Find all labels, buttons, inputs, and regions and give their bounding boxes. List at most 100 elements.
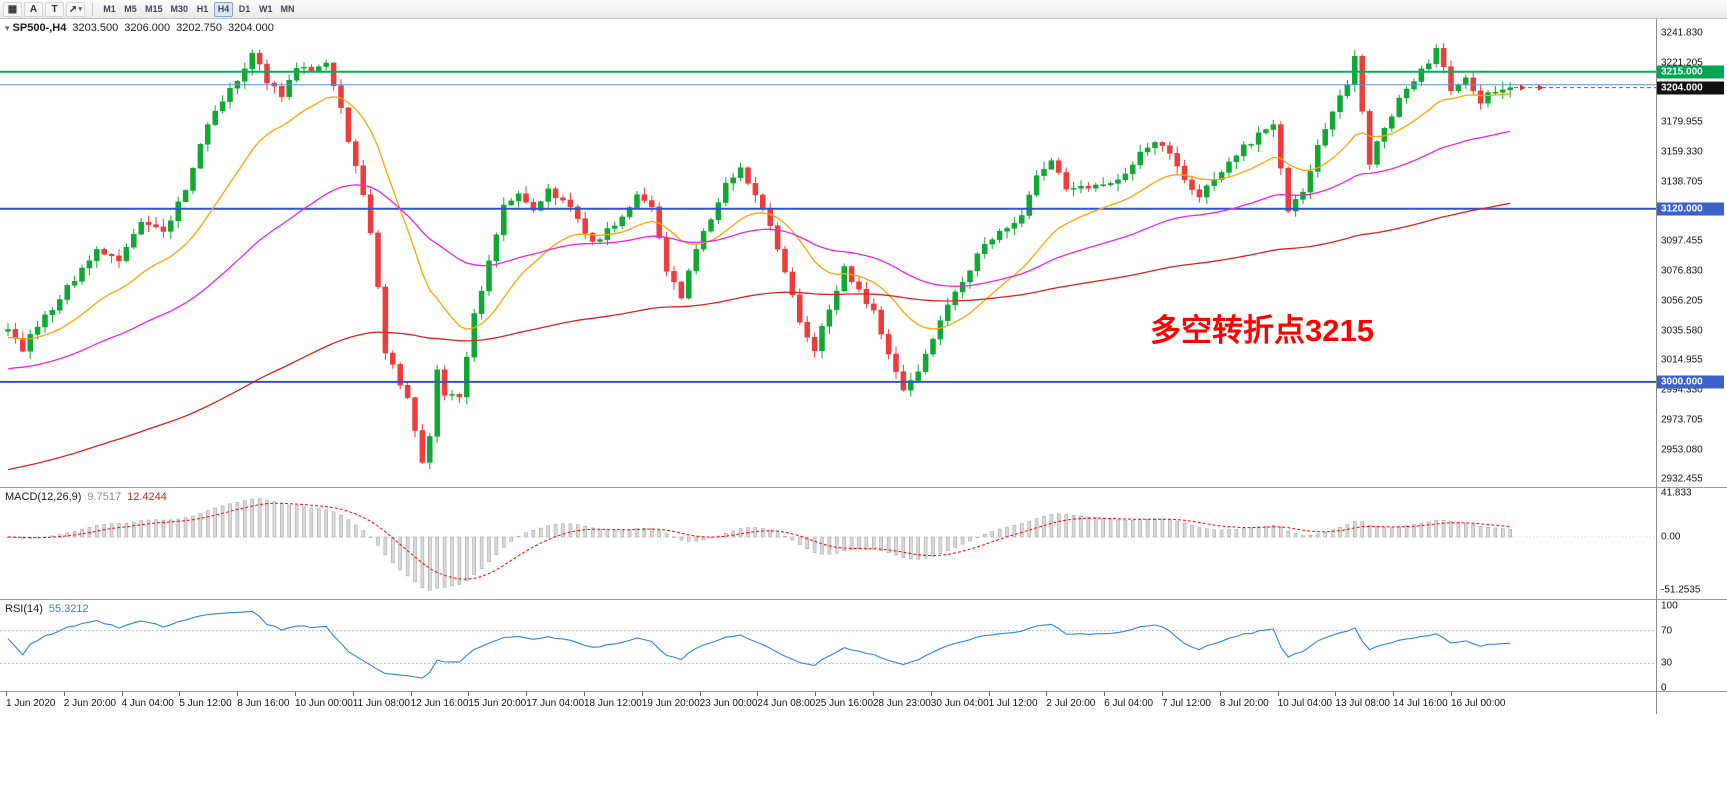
price-tag-3120.000: 3120.000 <box>1657 202 1724 216</box>
time-axis-tick <box>1046 692 1048 696</box>
time-axis-label: 8 Jun 16:00 <box>237 698 290 709</box>
macd-axis-label: 0.00 <box>1661 531 1681 543</box>
time-axis-tick <box>641 692 643 696</box>
price-axis-label: 3241.830 <box>1661 27 1703 39</box>
dropdown-caret-icon: ▾ <box>78 6 82 13</box>
ma-fast-line <box>8 93 1511 340</box>
price-axis-label: 3179.955 <box>1661 116 1703 128</box>
time-axis-divider <box>0 691 1727 692</box>
ohlc-low: 3202.750 <box>176 22 223 34</box>
price-axis-label: 3221.205 <box>1661 57 1703 69</box>
macd-panel-divider[interactable] <box>0 487 1727 488</box>
time-axis-tick <box>237 692 239 696</box>
chart-annotation-text[interactable]: 多空转折点3215 <box>1150 313 1374 348</box>
time-axis-tick <box>468 692 470 696</box>
chart-area: ▾ SP500-,H4 3203.500 3206.000 3202.750 3204.0… <box>0 19 1727 787</box>
time-axis-tick <box>699 692 701 696</box>
rsi-axis-label: 100 <box>1661 600 1678 612</box>
ohlc-open: 3203.500 <box>72 22 119 34</box>
time-axis-tick <box>1277 692 1279 696</box>
time-axis-label: 1 Jun 2020 <box>6 698 56 709</box>
time-axis-label: 17 Jun 04:00 <box>526 698 585 709</box>
rsi-value: 55.3212 <box>48 603 89 615</box>
time-axis-label: 10 Jun 00:00 <box>295 698 353 709</box>
macd-main-value: 9.7517 <box>87 491 122 503</box>
time-axis-label: 5 Jun 12:00 <box>179 698 232 709</box>
price-axis-label: 3056.205 <box>1661 295 1703 307</box>
time-axis[interactable]: 1 Jun 2020 2 Jun 20:00 4 Jun 04:00 5 Jun 12… <box>0 692 1656 714</box>
time-axis-tick <box>6 692 7 696</box>
time-axis-label: 10 Jul 04:00 <box>1277 698 1333 709</box>
timeframe-m1-button[interactable]: M1 <box>103 4 116 14</box>
price-arrow-icon <box>1520 84 1526 91</box>
time-axis-tick <box>1219 692 1221 696</box>
top-toolbar: ▦ A T ➚ ▾ M1 M5 M15 M30 H1 H4 D1 W1 MN <box>0 0 1727 19</box>
timeframe-d1-button[interactable]: D1 <box>238 4 251 14</box>
time-axis-tick <box>815 692 817 696</box>
candles <box>5 43 1513 470</box>
macd-indicator-canvas[interactable] <box>0 488 1657 600</box>
time-axis-label: 14 Jul 16:00 <box>1393 698 1448 709</box>
time-axis-tick <box>526 692 528 696</box>
time-axis-label: 1 Jul 12:00 <box>988 698 1038 709</box>
time-axis-label: 16 Jul 00:00 <box>1451 698 1506 709</box>
macd-signal-value: 12.4244 <box>127 491 167 503</box>
price-axis-label: 3097.455 <box>1661 235 1703 247</box>
time-axis-tick <box>121 692 123 696</box>
time-axis-tick <box>757 692 759 696</box>
time-axis-tick <box>352 692 354 696</box>
time-axis-label: 28 Jun 23:00 <box>873 698 931 709</box>
timeframe-m30-button[interactable]: M30 <box>170 4 189 14</box>
timeframe-h1-button[interactable]: H1 <box>196 4 209 14</box>
price-axis-label: 3035.580 <box>1661 325 1703 337</box>
time-axis-tick <box>873 692 874 696</box>
rsi-name: RSI(14) <box>5 603 43 615</box>
price-axis-label: 3138.705 <box>1661 176 1703 188</box>
price-axis-label: 3014.955 <box>1661 354 1703 366</box>
rsi-indicator-canvas[interactable] <box>0 600 1657 692</box>
time-axis-tick <box>410 692 412 696</box>
time-axis-label: 12 Jun 16:00 <box>410 698 469 709</box>
price-axis-label: 2973.705 <box>1661 414 1703 426</box>
chart-objects-button[interactable]: ▦ <box>3 1 22 17</box>
time-axis-label: 30 Jun 04:00 <box>930 698 989 709</box>
toolbar-separator <box>92 2 93 16</box>
price-arrow-icon <box>1538 84 1544 91</box>
time-axis-label: 6 Jul 04:00 <box>1104 698 1154 709</box>
insert-label-button[interactable]: T <box>45 1 64 17</box>
time-axis-label: 15 Jun 20:00 <box>468 698 527 709</box>
time-axis-tick <box>179 692 181 696</box>
time-axis-label: 23 Jun 00:00 <box>699 698 758 709</box>
time-axis-label: 24 Jun 08:00 <box>757 698 816 709</box>
insert-text-button[interactable]: A <box>24 1 43 17</box>
rsi-panel-divider[interactable] <box>0 599 1727 600</box>
time-axis-label: 8 Jul 20:00 <box>1219 698 1269 709</box>
macd-histogram <box>6 498 1512 591</box>
chart-symbol-header: ▾ SP500-,H4 3203.500 3206.000 3202.750 3204.0… <box>5 22 274 34</box>
timeframe-w1-button[interactable]: W1 <box>259 4 273 14</box>
ma-slow-line <box>7 202 1511 471</box>
macd-name: MACD(12,26,9) <box>5 491 82 503</box>
timeframe-m5-button[interactable]: M5 <box>124 4 137 14</box>
time-axis-tick <box>1162 692 1163 696</box>
macd-header: MACD(12,26,9) 9.7517 12.4244 <box>5 491 167 503</box>
time-axis-tick <box>63 692 65 696</box>
time-axis-tick <box>930 692 932 696</box>
arrows-tool-button[interactable]: ➚ ▾ <box>66 1 85 17</box>
price-axis-label: 2994.330 <box>1661 384 1703 396</box>
one-click-trading-toggle[interactable]: ▾ <box>5 23 10 33</box>
main-chart-canvas[interactable] <box>0 19 1657 488</box>
timeframe-m15-button[interactable]: M15 <box>145 4 163 14</box>
price-axis-border <box>1656 19 1657 714</box>
timeframe-mn-button[interactable]: MN <box>280 4 295 14</box>
time-axis-tick <box>988 692 990 696</box>
timeframe-h4-button[interactable]: H4 <box>214 1 234 17</box>
rsi-header: RSI(14) 55.3212 <box>5 603 89 615</box>
time-axis-label: 11 Jun 08:00 <box>352 698 410 709</box>
time-axis-label: 7 Jul 12:00 <box>1162 698 1211 709</box>
price-axis-label: 3159.330 <box>1661 146 1703 158</box>
time-axis-label: 19 Jun 20:00 <box>641 698 700 709</box>
rsi-axis-label: 30 <box>1661 657 1673 669</box>
time-axis-label: 25 Jun 16:00 <box>815 698 874 709</box>
symbol-label: SP500-,H4 <box>12 22 67 34</box>
